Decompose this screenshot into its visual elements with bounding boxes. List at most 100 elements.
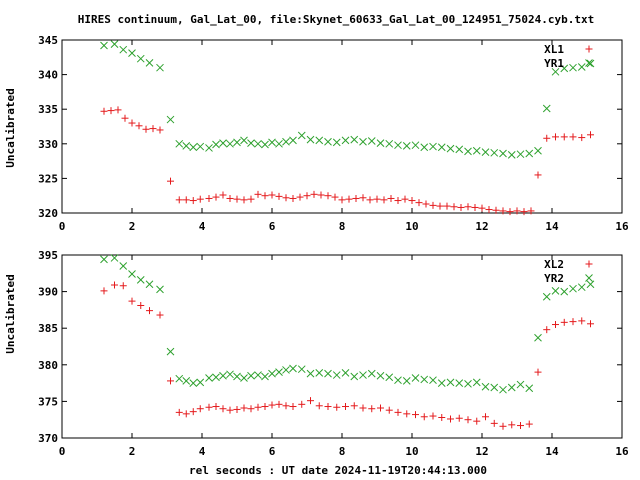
top-x-tick-label: 8 <box>339 220 346 233</box>
top-data-point <box>492 206 500 214</box>
bottom-data-point <box>119 282 127 290</box>
bottom-x-tick-label: 2 <box>129 445 136 458</box>
top-data-point <box>196 142 205 151</box>
top-y-tick-label: 335 <box>38 103 58 116</box>
bottom-data-point <box>341 368 350 377</box>
top-data-point <box>261 140 269 149</box>
bottom-data-point <box>297 365 306 374</box>
top-data-point <box>472 146 481 155</box>
top-data-point <box>577 63 586 71</box>
bottom-data-point <box>333 403 341 411</box>
top-data-point <box>303 192 311 200</box>
bottom-data-point <box>298 400 306 408</box>
top-data-point <box>324 137 332 146</box>
bottom-data-point <box>205 403 213 411</box>
bottom-data-point <box>473 417 481 425</box>
top-x-tick-label: 4 <box>199 220 206 233</box>
bottom-data-point <box>429 412 437 420</box>
top-data-point <box>205 144 213 152</box>
bottom-data-point <box>175 408 183 416</box>
bottom-data-point <box>240 374 248 382</box>
top-data-point <box>578 134 586 142</box>
top-data-point <box>156 63 164 72</box>
top-x-tick-label: 0 <box>59 220 66 233</box>
top-data-point <box>142 125 150 133</box>
top-data-point <box>569 63 577 72</box>
bottom-data-point <box>569 318 577 326</box>
top-data-point <box>586 59 595 68</box>
top-data-point <box>359 137 367 146</box>
bottom-data-point <box>542 292 551 301</box>
bottom-x-tick-label: 12 <box>475 445 488 458</box>
bottom-data-point <box>196 405 204 413</box>
top-y-tick-label: 345 <box>38 34 58 47</box>
bottom-data-point <box>455 414 463 422</box>
top-series-xl1 <box>100 106 594 216</box>
top-data-point <box>437 143 446 152</box>
top-data-point <box>149 125 157 133</box>
bottom-data-point <box>196 378 205 387</box>
top-data-point <box>552 133 559 141</box>
bottom-data-point <box>446 378 455 387</box>
bottom-data-point <box>315 402 323 410</box>
bottom-data-point <box>499 385 507 394</box>
top-data-point <box>332 138 341 147</box>
top-data-point <box>212 193 220 201</box>
bottom-data-point <box>205 374 213 382</box>
top-data-point <box>436 202 444 210</box>
bottom-x-tick-label: 16 <box>615 445 629 458</box>
top-data-point <box>507 151 516 159</box>
bottom-data-point <box>307 397 314 405</box>
bottom-data-point <box>499 422 507 430</box>
top-x-tick-label: 16 <box>615 220 629 233</box>
bottom-data-point <box>332 371 341 379</box>
top-data-point <box>282 194 290 202</box>
top-data-point <box>506 208 514 216</box>
bottom-data-point <box>240 404 248 412</box>
bottom-data-point <box>275 400 283 408</box>
bottom-data-point <box>420 413 428 421</box>
top-data-point <box>560 64 569 73</box>
top-data-point <box>119 45 128 54</box>
top-data-point <box>110 40 119 49</box>
bottom-data-point <box>403 410 411 418</box>
top-data-point <box>268 191 276 199</box>
bottom-data-point <box>128 297 136 305</box>
bottom-data-point <box>367 369 376 378</box>
chart-title: HIRES continuum, Gal_Lat_00, file:Skynet… <box>78 13 595 26</box>
top-data-point <box>175 196 183 204</box>
bottom-data-point <box>368 405 376 413</box>
bottom-data-point <box>411 374 420 382</box>
bottom-data-point <box>226 370 234 379</box>
bottom-x-tick-label: 8 <box>339 445 346 458</box>
bottom-data-point <box>385 406 393 414</box>
top-data-point <box>513 207 521 215</box>
top-data-point <box>499 149 507 158</box>
bottom-data-point <box>586 280 595 289</box>
bottom-data-point <box>350 372 359 381</box>
bottom-x-tick-label: 4 <box>199 445 206 458</box>
top-data-point <box>411 141 420 150</box>
top-data-point <box>324 192 332 200</box>
bottom-data-point <box>219 371 227 380</box>
top-data-point <box>247 139 255 147</box>
top-data-point <box>128 119 136 127</box>
top-data-point <box>534 171 542 179</box>
top-data-point <box>189 143 198 152</box>
top-data-point <box>254 139 262 148</box>
bottom-data-point <box>261 403 269 411</box>
top-data-point <box>189 197 197 205</box>
bottom-data-point <box>254 403 262 411</box>
bottom-x-tick-label: 6 <box>269 445 276 458</box>
bottom-y-tick-label: 390 <box>38 286 58 299</box>
top-data-point <box>167 177 174 185</box>
bottom-data-point <box>100 255 108 264</box>
bottom-data-point <box>543 326 551 334</box>
top-data-point <box>212 140 220 149</box>
bottom-data-point <box>577 283 586 292</box>
top-data-point <box>331 193 339 201</box>
bottom-data-point <box>412 411 419 419</box>
top-data-point <box>296 193 304 201</box>
bottom-data-point <box>324 403 332 411</box>
